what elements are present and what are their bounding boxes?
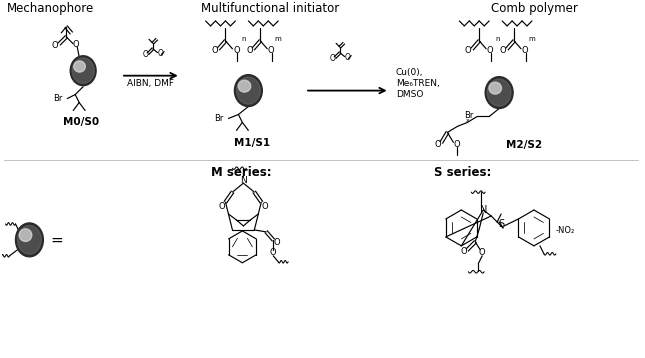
Text: O: O	[157, 49, 163, 58]
Ellipse shape	[15, 223, 43, 257]
Ellipse shape	[70, 56, 96, 86]
Ellipse shape	[489, 82, 502, 94]
Text: O: O	[52, 41, 59, 50]
Text: O: O	[465, 46, 471, 55]
Text: n: n	[495, 36, 499, 42]
Text: DMSO: DMSO	[395, 90, 423, 99]
Text: O: O	[453, 140, 460, 149]
Text: O: O	[246, 46, 253, 55]
Text: O: O	[344, 53, 350, 62]
Ellipse shape	[234, 75, 263, 107]
Text: -NO₂: -NO₂	[556, 226, 575, 236]
Text: =: =	[50, 232, 63, 247]
Ellipse shape	[485, 77, 513, 108]
Text: N: N	[479, 205, 487, 215]
Text: Multifunctional initiator: Multifunctional initiator	[201, 3, 339, 15]
Text: O: O	[268, 46, 275, 55]
Text: O: O	[460, 247, 466, 256]
Text: O: O	[274, 238, 281, 247]
Text: m: m	[275, 36, 282, 42]
Text: O: O	[434, 140, 441, 149]
Ellipse shape	[17, 226, 41, 254]
Text: O: O	[487, 46, 493, 55]
Text: Cu(0),: Cu(0),	[395, 68, 423, 77]
Ellipse shape	[72, 58, 94, 83]
Text: M series:: M series:	[210, 166, 271, 179]
Text: Br: Br	[214, 114, 223, 123]
Text: O: O	[522, 46, 528, 55]
Text: S series:: S series:	[435, 166, 492, 179]
Ellipse shape	[488, 79, 511, 106]
Text: Br: Br	[464, 111, 473, 120]
Text: O: O	[218, 202, 225, 211]
Text: O: O	[500, 46, 506, 55]
Text: M1/S1: M1/S1	[234, 138, 270, 148]
Text: AIBN, DMF: AIBN, DMF	[127, 79, 174, 88]
Text: M0/S0: M0/S0	[63, 117, 99, 127]
Text: Me₆TREN,: Me₆TREN,	[395, 79, 439, 88]
Text: n: n	[241, 36, 246, 42]
Text: x: x	[466, 118, 469, 124]
Text: O: O	[330, 54, 335, 63]
Text: Br: Br	[53, 94, 63, 103]
Text: O: O	[270, 248, 277, 257]
Text: O: O	[143, 50, 148, 59]
Ellipse shape	[74, 61, 85, 72]
Text: O: O	[211, 46, 218, 55]
Text: Mechanophore: Mechanophore	[6, 3, 94, 15]
Ellipse shape	[19, 229, 32, 242]
Text: M2/S2: M2/S2	[506, 140, 542, 150]
Ellipse shape	[238, 80, 251, 92]
Text: m: m	[529, 36, 535, 42]
Text: Comb polymer: Comb polymer	[491, 3, 577, 15]
Text: N: N	[240, 176, 247, 185]
Text: S: S	[498, 219, 504, 229]
Text: O: O	[262, 202, 268, 211]
Text: O: O	[479, 248, 486, 257]
Ellipse shape	[237, 77, 260, 104]
Text: O: O	[233, 46, 240, 55]
Text: O: O	[73, 40, 79, 49]
